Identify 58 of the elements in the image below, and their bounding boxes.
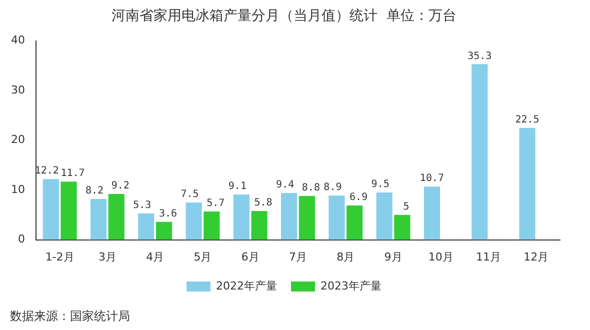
bar — [328, 196, 345, 240]
bar — [156, 222, 172, 240]
bar — [298, 196, 315, 240]
x-tick-label: 4月 — [146, 250, 164, 264]
data-label: 10.7 — [420, 173, 444, 184]
bar — [519, 128, 536, 240]
x-tick-label: 7月 — [289, 250, 307, 264]
data-label: 5.7 — [206, 198, 225, 210]
data-label: 6.9 — [350, 192, 368, 204]
y-tick-label: 20 — [10, 133, 25, 146]
bar — [233, 194, 250, 240]
bar — [42, 179, 59, 240]
data-label: 9.4 — [276, 180, 294, 191]
data-label: 8.2 — [85, 186, 104, 197]
x-tick-label: 1-2月 — [45, 250, 74, 264]
data-label: 5.8 — [254, 198, 272, 209]
bar — [346, 205, 363, 240]
bar — [108, 194, 124, 240]
chart-title: 河南省家用电冰箱产量分月（当月值）统计 单位：万台 — [112, 8, 456, 24]
x-tick-label: 11月 — [476, 250, 502, 264]
bar — [186, 202, 202, 240]
bar — [424, 186, 440, 240]
y-tick-label: 40 — [10, 34, 25, 47]
y-tick-label: 10 — [10, 182, 25, 196]
bar — [376, 192, 392, 240]
data-label: 8.9 — [324, 182, 342, 194]
data-label: 5 — [403, 202, 410, 213]
bar — [394, 214, 410, 240]
x-tick-label: 6月 — [241, 250, 260, 264]
x-tick-label: 8月 — [336, 250, 355, 264]
x-tick-label: 12月 — [524, 250, 549, 264]
bar — [138, 213, 154, 240]
x-tick-label: 9月 — [384, 250, 402, 264]
data-label: 12.2 — [34, 166, 59, 177]
bar — [60, 182, 77, 240]
bar — [472, 64, 488, 240]
bar — [204, 211, 220, 240]
data-label: 11.7 — [60, 168, 85, 180]
data-label: 7.5 — [180, 189, 199, 200]
data-label: 9.5 — [371, 179, 390, 190]
y-tick-label: 30 — [10, 83, 25, 96]
bar — [251, 210, 268, 240]
data-label: 9.1 — [228, 181, 246, 192]
bar — [281, 193, 298, 240]
x-tick-label: 3月 — [98, 250, 116, 264]
data-label: 3.6 — [158, 208, 178, 220]
data-label: 8.8 — [302, 182, 320, 194]
bar — [90, 199, 107, 240]
source-note: 数据来源：国家统计局 — [10, 309, 130, 323]
data-label: 9.2 — [111, 180, 130, 192]
data-label: 35.3 — [468, 50, 492, 62]
x-tick-label: 5月 — [194, 250, 212, 264]
legend-label: 2023年产量 — [320, 279, 382, 292]
x-tick-label: 10月 — [428, 250, 454, 264]
data-label: 5.3 — [133, 200, 152, 212]
data-label: 22.5 — [515, 114, 540, 126]
legend-label: 2022年产量 — [216, 279, 278, 292]
y-tick-label: 0 — [18, 232, 25, 246]
